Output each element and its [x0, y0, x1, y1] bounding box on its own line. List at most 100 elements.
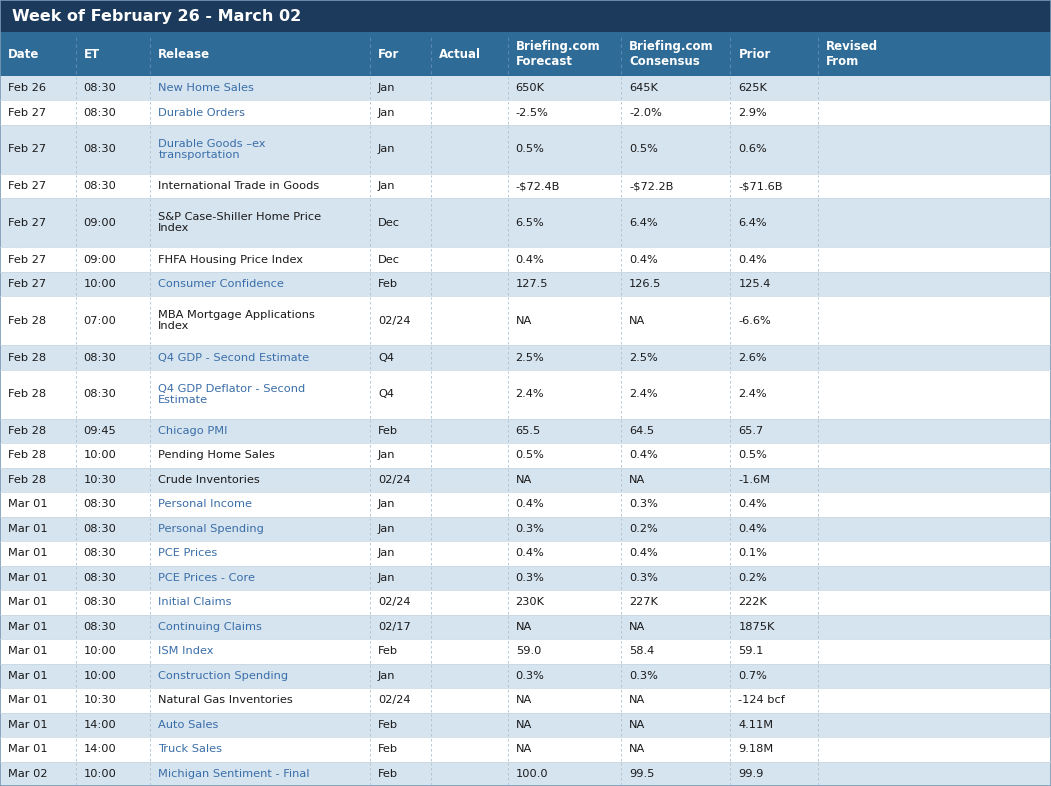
Text: 0.3%: 0.3%	[516, 670, 544, 681]
Text: 0.2%: 0.2%	[739, 573, 767, 583]
Text: 10:00: 10:00	[84, 769, 117, 779]
Text: 10:00: 10:00	[84, 646, 117, 656]
Text: MBA Mortgage Applications
Index: MBA Mortgage Applications Index	[159, 310, 315, 332]
Text: Q4: Q4	[378, 352, 394, 362]
Text: 222K: 222K	[739, 597, 767, 608]
Text: Mar 01: Mar 01	[8, 524, 47, 534]
Text: 10:00: 10:00	[84, 670, 117, 681]
Bar	[0, 125, 1051, 174]
Bar	[0, 443, 1051, 468]
Text: Mar 02: Mar 02	[8, 769, 47, 779]
Text: Feb 27: Feb 27	[8, 218, 46, 228]
Text: 59.1: 59.1	[739, 646, 764, 656]
Text: 9.18M: 9.18M	[739, 744, 774, 755]
Bar	[0, 419, 1051, 443]
Bar	[0, 174, 1051, 198]
Text: Auto Sales: Auto Sales	[159, 720, 219, 729]
Text: Mar 01: Mar 01	[8, 573, 47, 583]
Text: -$72.2B: -$72.2B	[630, 181, 674, 191]
Bar	[0, 468, 1051, 492]
Text: Continuing Claims: Continuing Claims	[159, 622, 262, 632]
Text: 127.5: 127.5	[516, 279, 549, 289]
Text: Feb 28: Feb 28	[8, 475, 46, 485]
Text: Feb 28: Feb 28	[8, 389, 46, 399]
Text: 0.7%: 0.7%	[739, 670, 767, 681]
Text: 09:45: 09:45	[84, 426, 117, 436]
Text: Durable Goods –ex
transportation: Durable Goods –ex transportation	[159, 139, 266, 160]
Bar	[0, 737, 1051, 762]
Text: Feb 28: Feb 28	[8, 352, 46, 362]
Text: Truck Sales: Truck Sales	[159, 744, 223, 755]
Text: Jan: Jan	[378, 83, 395, 94]
Text: 2.9%: 2.9%	[739, 108, 767, 118]
Text: 625K: 625K	[739, 83, 767, 94]
Text: 0.5%: 0.5%	[630, 145, 658, 154]
Text: Week of February 26 - March 02: Week of February 26 - March 02	[12, 9, 302, 24]
Text: Jan: Jan	[378, 524, 395, 534]
Text: 07:00: 07:00	[84, 316, 117, 325]
Text: Durable Orders: Durable Orders	[159, 108, 245, 118]
Text: 0.3%: 0.3%	[630, 573, 658, 583]
Text: FHFA Housing Price Index: FHFA Housing Price Index	[159, 255, 304, 265]
Text: NA: NA	[630, 696, 645, 705]
Text: 0.4%: 0.4%	[630, 549, 658, 558]
Text: 10:30: 10:30	[84, 475, 117, 485]
Text: 0.5%: 0.5%	[516, 450, 544, 461]
Text: 08:30: 08:30	[84, 549, 117, 558]
Text: 6.5%: 6.5%	[516, 218, 544, 228]
Bar	[0, 32, 1051, 76]
Text: NA: NA	[630, 744, 645, 755]
Text: Briefing.com
Forecast: Briefing.com Forecast	[516, 40, 600, 68]
Text: Mar 01: Mar 01	[8, 646, 47, 656]
Text: 02/24: 02/24	[378, 316, 411, 325]
Text: Feb 28: Feb 28	[8, 450, 46, 461]
Bar	[0, 590, 1051, 615]
Text: 2.5%: 2.5%	[516, 352, 544, 362]
Text: PCE Prices: PCE Prices	[159, 549, 218, 558]
Text: Natural Gas Inventories: Natural Gas Inventories	[159, 696, 293, 705]
Text: Mar 01: Mar 01	[8, 670, 47, 681]
Text: New Home Sales: New Home Sales	[159, 83, 254, 94]
Text: Date: Date	[8, 48, 39, 61]
Text: 0.4%: 0.4%	[739, 255, 767, 265]
Text: Feb 27: Feb 27	[8, 181, 46, 191]
Text: NA: NA	[516, 316, 532, 325]
Text: NA: NA	[630, 622, 645, 632]
Bar	[0, 296, 1051, 345]
Bar	[0, 248, 1051, 272]
Text: 0.3%: 0.3%	[516, 573, 544, 583]
Text: For: For	[378, 48, 399, 61]
Text: Revised
From: Revised From	[826, 40, 878, 68]
Text: 02/24: 02/24	[378, 696, 411, 705]
Text: Q4 GDP - Second Estimate: Q4 GDP - Second Estimate	[159, 352, 309, 362]
Text: 0.6%: 0.6%	[739, 145, 767, 154]
Text: NA: NA	[516, 622, 532, 632]
Text: Dec: Dec	[378, 255, 400, 265]
Text: -124 bcf: -124 bcf	[739, 696, 785, 705]
Text: Jan: Jan	[378, 145, 395, 154]
Bar	[0, 541, 1051, 566]
Text: Feb: Feb	[378, 744, 398, 755]
Bar	[0, 272, 1051, 296]
Bar	[0, 198, 1051, 248]
Text: 125.4: 125.4	[739, 279, 770, 289]
Text: 0.4%: 0.4%	[516, 255, 544, 265]
Text: 6.4%: 6.4%	[630, 218, 658, 228]
Text: Mar 01: Mar 01	[8, 622, 47, 632]
Text: 02/17: 02/17	[378, 622, 411, 632]
Text: 2.6%: 2.6%	[739, 352, 767, 362]
Text: PCE Prices - Core: PCE Prices - Core	[159, 573, 255, 583]
Bar	[0, 615, 1051, 639]
Text: 58.4: 58.4	[630, 646, 655, 656]
Text: 650K: 650K	[516, 83, 544, 94]
Text: 02/24: 02/24	[378, 597, 411, 608]
Text: Jan: Jan	[378, 450, 395, 461]
Text: Dec: Dec	[378, 218, 400, 228]
Text: 0.3%: 0.3%	[516, 524, 544, 534]
Text: NA: NA	[630, 720, 645, 729]
Text: 230K: 230K	[516, 597, 544, 608]
Text: 0.4%: 0.4%	[630, 255, 658, 265]
Bar	[0, 492, 1051, 516]
Text: 0.4%: 0.4%	[630, 450, 658, 461]
Text: Mar 01: Mar 01	[8, 744, 47, 755]
